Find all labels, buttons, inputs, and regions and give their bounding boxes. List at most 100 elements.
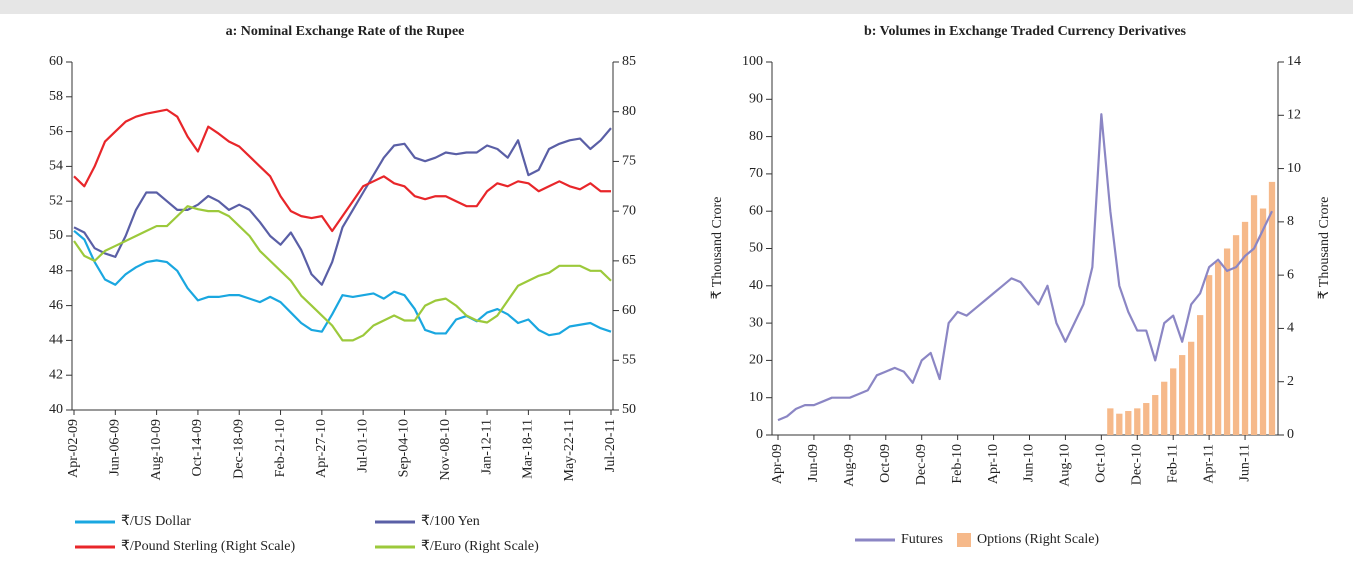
line-series: [73, 108, 611, 233]
line-series: [73, 127, 612, 286]
y2-tick-label: 14: [1287, 54, 1301, 69]
line-series: [777, 113, 1273, 422]
x-tick-label: Aug-09: [842, 444, 857, 487]
y-tick-label: 80: [749, 129, 763, 144]
y-axis-label: ₹ Thousand Crore: [710, 197, 725, 300]
legend-label: ₹/US Dollar: [121, 514, 191, 529]
legend-label: ₹/Euro (Right Scale): [421, 539, 539, 554]
bar: [1179, 355, 1186, 435]
y2-tick-label: 2: [1287, 374, 1294, 389]
bar: [1116, 413, 1123, 435]
y-tick-label: 56: [49, 124, 63, 139]
x-tick-label: Oct-14-09: [190, 419, 205, 477]
y2-tick-label: 12: [1287, 108, 1301, 123]
y-tick-label: 60: [749, 203, 763, 218]
legend-label: ₹/Pound Sterling (Right Scale): [121, 539, 296, 554]
y-tick-label: 54: [49, 159, 63, 174]
bar: [1197, 315, 1204, 435]
y-tick-label: 52: [49, 193, 63, 208]
y2-axis-label: ₹ Thousand Crore: [1317, 197, 1332, 300]
x-tick-label: Feb-10: [950, 444, 965, 484]
bar: [1205, 275, 1213, 435]
x-tick-label: Apr-10: [986, 444, 1001, 484]
x-tick-label: Feb-21-10: [273, 419, 288, 477]
bar: [1161, 381, 1168, 435]
y2-tick-label: 85: [622, 54, 636, 69]
x-tick-label: Jul-20-11: [603, 419, 618, 472]
y2-tick-label: 6: [1287, 267, 1294, 282]
x-tick-label: Apr-11: [1201, 444, 1216, 484]
y2-tick-label: 60: [622, 303, 636, 318]
y-tick-label: 50: [749, 241, 763, 256]
line-series: [73, 229, 612, 337]
y2-tick-label: 50: [622, 402, 636, 417]
y-tick-label: 30: [749, 315, 763, 330]
bar: [1223, 248, 1231, 435]
x-tick-label: Dec-09: [914, 444, 929, 485]
y-tick-label: 0: [756, 427, 763, 442]
legend-label: ₹/100 Yen: [421, 514, 480, 529]
x-tick-label: Nov-08-10: [438, 419, 453, 480]
line-series: [73, 205, 612, 342]
bar: [1214, 261, 1222, 435]
chart-title: a: Nominal Exchange Rate of the Rupee: [226, 24, 465, 39]
bar: [1250, 195, 1258, 435]
x-tick-label: Jun-06-09: [108, 419, 123, 476]
bar: [1134, 408, 1141, 435]
legend-label: Options (Right Scale): [977, 532, 1099, 547]
x-tick-label: Apr-02-09: [66, 419, 81, 478]
x-tick-label: Jun-11: [1237, 444, 1252, 482]
y-tick-label: 50: [49, 228, 63, 243]
y2-tick-label: 65: [622, 253, 636, 268]
x-tick-label: Jun-09: [806, 444, 821, 482]
y-tick-label: 40: [49, 402, 63, 417]
y-tick-label: 44: [49, 333, 63, 348]
legend-label: Futures: [901, 532, 943, 547]
y2-tick-label: 55: [622, 353, 636, 368]
x-tick-label: Apr-09: [770, 444, 785, 484]
x-tick-label: Dec-18-09: [231, 419, 246, 479]
x-tick-label: Sep-04-10: [397, 419, 412, 477]
y-tick-label: 40: [749, 278, 763, 293]
y-tick-label: 10: [749, 390, 763, 405]
bar: [1259, 208, 1267, 435]
x-tick-label: May-22-11: [562, 419, 577, 481]
y2-tick-label: 75: [622, 154, 636, 169]
y2-tick-label: 4: [1287, 321, 1294, 336]
y-tick-label: 58: [49, 89, 63, 104]
x-tick-label: Feb-11: [1165, 444, 1180, 483]
x-tick-label: Oct-09: [878, 444, 893, 483]
y-tick-label: 46: [49, 298, 63, 313]
y-tick-label: 48: [49, 263, 63, 278]
y-tick-label: 42: [49, 367, 63, 382]
bar: [1107, 408, 1114, 435]
bar: [1188, 341, 1195, 435]
bar: [1170, 368, 1177, 435]
bar: [1241, 221, 1249, 435]
bar: [1143, 403, 1150, 435]
x-tick-label: Mar-18-11: [521, 419, 536, 479]
y-tick-label: 60: [49, 54, 63, 69]
y2-tick-label: 80: [622, 104, 636, 119]
x-tick-label: Aug-10-09: [149, 419, 164, 480]
x-tick-label: Oct-10: [1094, 444, 1109, 483]
x-tick-label: Dec-10: [1129, 444, 1144, 485]
bar: [1268, 181, 1276, 435]
x-tick-label: Jul-01-10: [355, 419, 370, 473]
bar: [1125, 411, 1132, 435]
legend-swatch: [957, 533, 971, 547]
y2-tick-label: 8: [1287, 214, 1294, 229]
x-tick-label: Jun-10: [1022, 444, 1037, 482]
x-tick-label: Aug-10: [1058, 444, 1073, 487]
x-tick-label: Jan-12-11: [479, 419, 494, 474]
x-tick-label: Apr-27-10: [314, 419, 329, 478]
chart-title: b: Volumes in Exchange Traded Currency D…: [864, 24, 1187, 39]
bar: [1232, 235, 1240, 435]
y-tick-label: 100: [742, 54, 763, 69]
y2-tick-label: 70: [622, 203, 636, 218]
y2-tick-label: 10: [1287, 161, 1301, 176]
y-tick-label: 20: [749, 353, 763, 368]
y-tick-label: 70: [749, 166, 763, 181]
y2-tick-label: 0: [1287, 427, 1294, 442]
